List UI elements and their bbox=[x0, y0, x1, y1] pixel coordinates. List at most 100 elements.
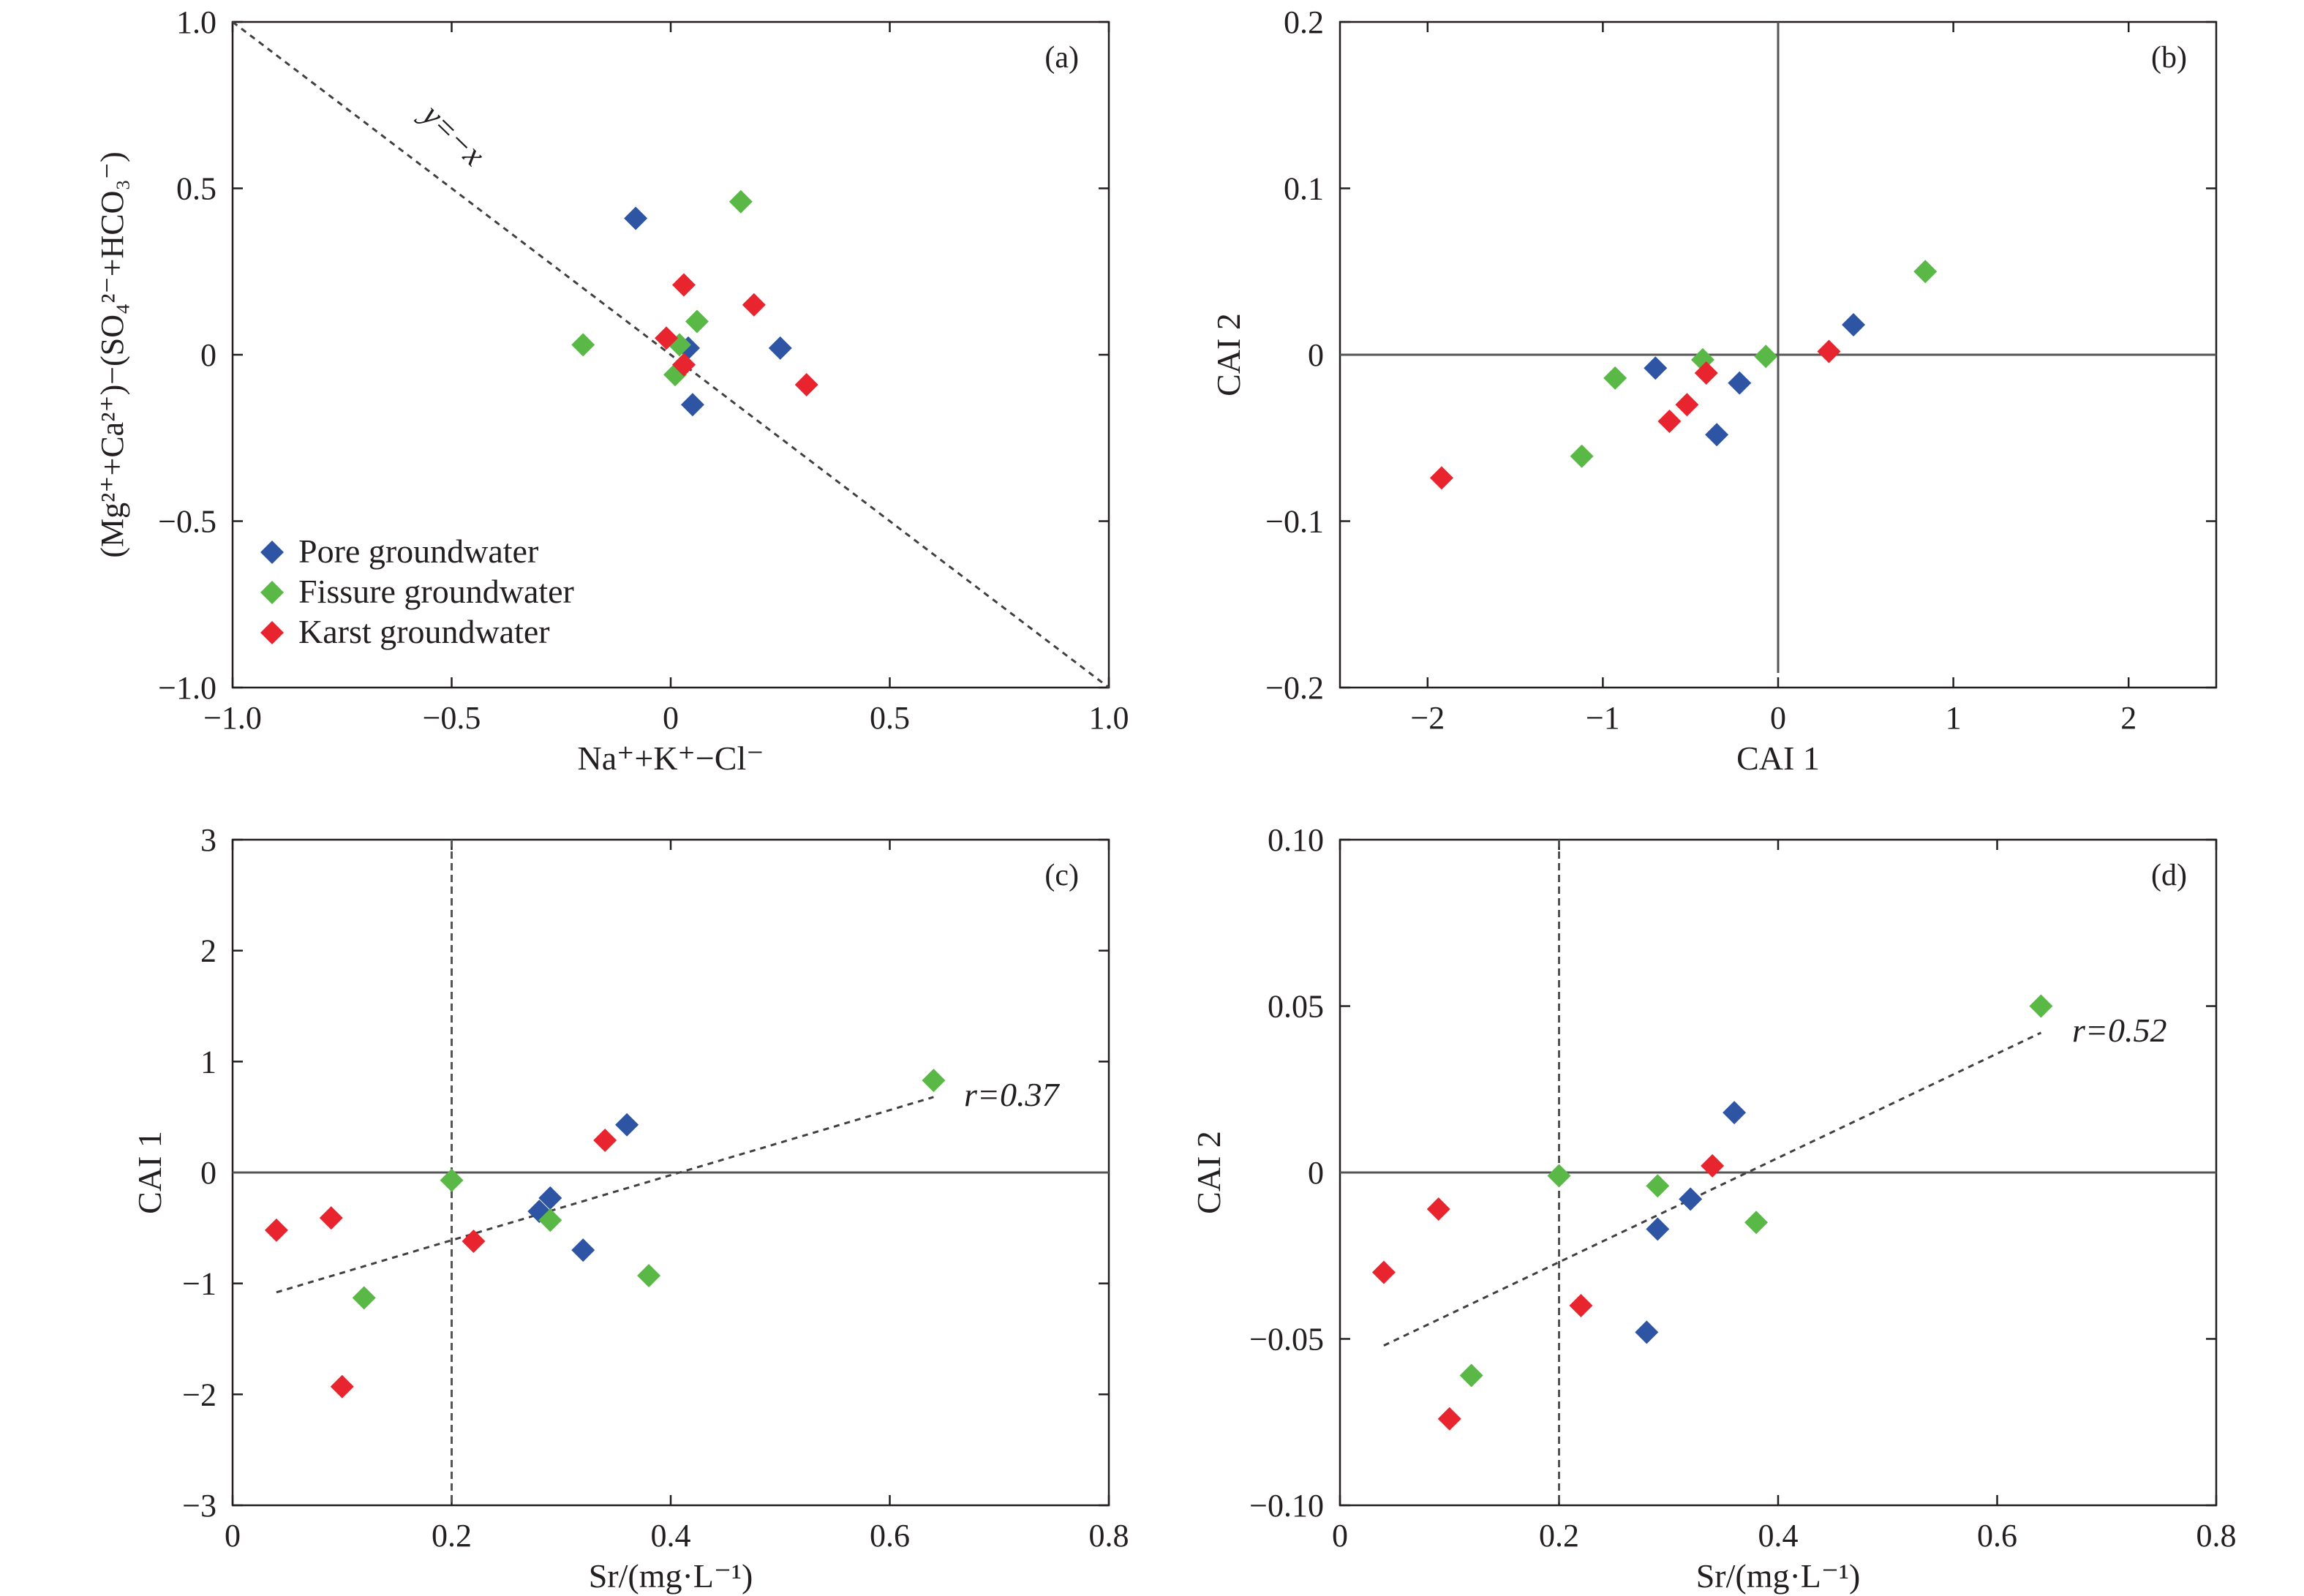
data-point-karst bbox=[1675, 393, 1699, 417]
data-point-karst bbox=[655, 326, 679, 350]
panel-d-markers bbox=[1371, 994, 2053, 1431]
data-point-karst bbox=[462, 1230, 486, 1254]
data-point-fissure bbox=[440, 1168, 464, 1192]
data-point-fissure bbox=[1913, 260, 1938, 284]
panel-c-xtick-labels: 0 0.2 0.4 0.6 0.8 bbox=[225, 1518, 1129, 1554]
legend-label-karst: Karst groundwater bbox=[298, 613, 550, 650]
reference-line bbox=[232, 20, 1110, 689]
x-tick-label: 1 bbox=[1946, 700, 1962, 736]
panel-b-ytick-labels: −0.2 −0.1 0 0.1 0.2 bbox=[1265, 4, 1324, 706]
y-tick-label: 0 bbox=[200, 337, 217, 373]
data-point-pore bbox=[1728, 371, 1752, 395]
panel-c-xlabel: Sr/(mg·L⁻¹) bbox=[589, 1557, 753, 1595]
y-tick-label: −0.05 bbox=[1249, 1322, 1324, 1358]
panel-c-ylabel: CAI 1 bbox=[131, 1131, 168, 1214]
legend-marker-fissure bbox=[260, 581, 284, 604]
panel-c-markers bbox=[264, 1069, 946, 1399]
x-tick-label: −1.0 bbox=[203, 700, 262, 736]
data-point-fissure bbox=[637, 1264, 661, 1288]
data-point-pore bbox=[680, 393, 704, 417]
data-point-fissure bbox=[1547, 1164, 1571, 1188]
y-tick-label: −0.1 bbox=[1265, 504, 1324, 540]
data-point-pore bbox=[1705, 423, 1729, 447]
data-point-fissure bbox=[1603, 366, 1627, 390]
data-point-fissure bbox=[685, 309, 709, 334]
data-point-fissure bbox=[571, 333, 595, 357]
y-tick-label: 0 bbox=[1308, 1155, 1324, 1191]
data-point-pore bbox=[1644, 356, 1668, 380]
data-point-karst bbox=[671, 273, 696, 297]
x-tick-label: −2 bbox=[1410, 700, 1445, 736]
legend-item-karst: Karst groundwater bbox=[260, 613, 550, 650]
x-tick-label: 0.2 bbox=[1539, 1518, 1579, 1554]
data-point-fissure bbox=[922, 1069, 946, 1093]
legend-item-fissure: Fissure groundwater bbox=[260, 573, 574, 610]
x-tick-label: 0.4 bbox=[651, 1518, 691, 1554]
panel-b-markers bbox=[1429, 260, 1938, 490]
x-tick-label: 0.8 bbox=[2196, 1518, 2237, 1554]
panel-d-r-label: r=0.52 bbox=[2072, 1012, 2166, 1049]
panel-d-guides bbox=[1340, 840, 2216, 1505]
fit-line bbox=[276, 1096, 934, 1294]
data-point-karst bbox=[1426, 1197, 1450, 1222]
data-point-karst bbox=[264, 1218, 288, 1242]
y-tick-label: 3 bbox=[200, 822, 217, 858]
data-point-fissure bbox=[2029, 994, 2053, 1018]
legend-label-pore: Pore groundwater bbox=[298, 532, 538, 570]
panel-c-guides bbox=[233, 840, 1109, 1505]
legend-label-fissure: Fissure groundwater bbox=[298, 573, 574, 610]
y-tick-label: −0.2 bbox=[1265, 670, 1324, 706]
legend-item-pore: Pore groundwater bbox=[260, 532, 538, 570]
data-point-karst bbox=[1817, 339, 1841, 364]
data-point-pore bbox=[1842, 313, 1866, 337]
x-tick-label: 0.5 bbox=[870, 700, 910, 736]
y-tick-label: −3 bbox=[182, 1488, 217, 1524]
panel-a-tag: (a) bbox=[1044, 41, 1079, 75]
data-point-karst bbox=[1429, 466, 1453, 490]
y-tick-label: 0.2 bbox=[1284, 4, 1324, 40]
data-point-fissure bbox=[1459, 1363, 1483, 1388]
panel-a-ylabel: (Mg²⁺+Ca²⁺)−(SO₄²⁻+HCO₃⁻) bbox=[94, 151, 130, 557]
panel-c-r-label: r=0.37 bbox=[964, 1076, 1060, 1113]
panel-b-xlabel: CAI 1 bbox=[1736, 739, 1820, 777]
panel-a-xlabel: Na⁺+K⁺−Cl⁻ bbox=[577, 739, 764, 777]
panel-b: −2 −1 0 1 2 −0.2 −0.1 0 0.1 0.2 (b) CAI 1 CAI 2 bbox=[1210, 4, 2218, 777]
data-point-karst bbox=[1701, 1153, 1725, 1178]
panel-a: −1.0 −0.5 0 0.5 1.0 −1.0 −0.5 0 0.5 1.0 (a) Na⁺+… bbox=[94, 4, 1129, 777]
y-tick-label: 0.10 bbox=[1268, 822, 1324, 858]
panel-d-tag: (d) bbox=[2151, 859, 2187, 892]
data-point-karst bbox=[671, 353, 696, 377]
panel-d-xtick-labels: 0 0.2 0.4 0.6 0.8 bbox=[1332, 1518, 2237, 1554]
data-point-karst bbox=[593, 1129, 617, 1153]
panel-a-xtick-labels: −1.0 −0.5 0 0.5 1.0 bbox=[203, 700, 1129, 736]
x-tick-label: 2 bbox=[2120, 700, 2137, 736]
y-tick-label: 0.1 bbox=[1284, 171, 1324, 207]
panel-a-guides bbox=[232, 20, 1110, 689]
legend-marker-pore bbox=[260, 541, 284, 564]
y-tick-label: −0.10 bbox=[1249, 1488, 1324, 1524]
panel-a-ytick-labels: −1.0 −0.5 0 0.5 1.0 bbox=[158, 4, 217, 706]
y-tick-label: 1.0 bbox=[176, 4, 217, 40]
panel-c-tag: (c) bbox=[1044, 859, 1079, 892]
panel-d-xlabel: Sr/(mg·L⁻¹) bbox=[1696, 1557, 1861, 1595]
y-tick-label: −2 bbox=[182, 1377, 217, 1412]
y-tick-label: 0.5 bbox=[176, 171, 217, 207]
data-point-pore bbox=[1646, 1217, 1670, 1241]
x-tick-label: 0.6 bbox=[1977, 1518, 2017, 1554]
panel-d-ytick-labels: −0.10 −0.05 0 0.05 0.10 bbox=[1249, 822, 1324, 1524]
data-point-karst bbox=[794, 372, 818, 396]
y-tick-label: 0 bbox=[1308, 337, 1324, 373]
y-tick-label: 0 bbox=[200, 1155, 217, 1191]
panel-c-ytick-labels: −3 −2 −1 0 1 2 3 bbox=[182, 822, 217, 1524]
data-point-pore bbox=[624, 206, 648, 230]
data-point-pore bbox=[1635, 1320, 1659, 1344]
panel-b-xtick-labels: −2 −1 0 1 2 bbox=[1410, 700, 2137, 736]
data-point-fissure bbox=[1646, 1174, 1670, 1198]
panel-b-guides bbox=[1340, 22, 2216, 673]
x-tick-label: 0 bbox=[1770, 700, 1786, 736]
y-tick-label: −0.5 bbox=[158, 504, 217, 540]
y-tick-label: 0.05 bbox=[1268, 989, 1324, 1025]
data-point-pore bbox=[615, 1113, 639, 1137]
x-tick-label: 0 bbox=[1332, 1518, 1348, 1554]
